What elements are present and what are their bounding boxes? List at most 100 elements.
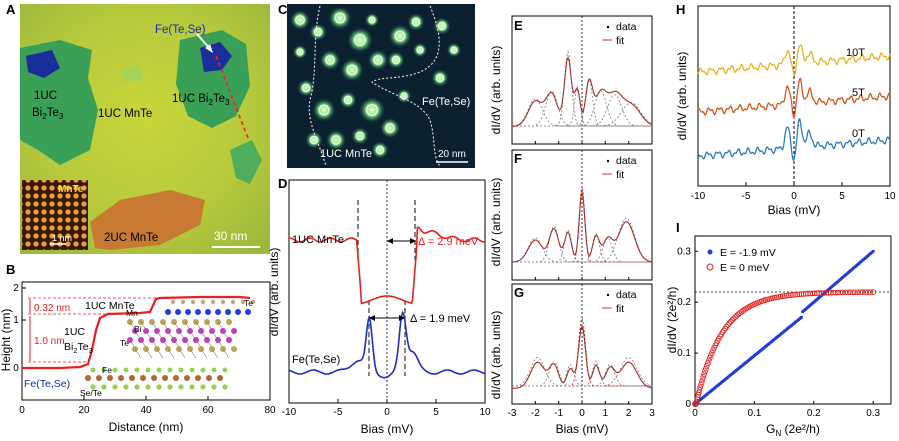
mnte-2uc-label: 2UC MnTe: [104, 232, 158, 244]
atom-te: [220, 299, 226, 305]
x-tick-label-h: 5: [839, 191, 845, 202]
vortex-spot: [309, 23, 327, 41]
vortex-ring: [343, 95, 353, 105]
atom-label-te-mid: Te: [120, 338, 129, 348]
atom-se-te: [211, 384, 217, 390]
atom-fe: [173, 375, 179, 381]
x-tick-label-d: 5: [433, 407, 439, 418]
y-tick-label-i: 0.1: [677, 348, 691, 359]
vortex-spot: [325, 129, 347, 151]
step-label-mid: 1.0 nm: [34, 336, 65, 347]
point-red: [702, 368, 708, 375]
atom-se-te: [167, 367, 173, 373]
atom-bi2te3: [226, 337, 232, 343]
x-tick-label-i: 0.2: [807, 408, 821, 419]
panels-efg: E F G data fit data fit -3 -2 -1 0 1 2 3 data fit dI…: [489, 15, 655, 436]
vortex-spot: [319, 49, 341, 71]
point-red: [710, 347, 716, 354]
x-axis-label-g: Bias (mV): [556, 422, 609, 436]
point-red: [865, 289, 871, 296]
x-tick-label-efg: 1: [603, 408, 609, 419]
point-red: [707, 352, 714, 359]
fe-te-se-label-b: Fe(Te,Se): [24, 378, 70, 390]
panel-i: I 0 0.1 0.2 0.3 0 0.1 0.2 0.3 E = -1.9 mV E = 0…: [665, 220, 892, 438]
point-red: [696, 389, 702, 396]
x-tick-label-h: 0: [791, 191, 797, 202]
scale-bar-label-a: 30 nm: [214, 229, 247, 243]
point-red: [798, 291, 805, 297]
vortex-ring: [437, 21, 447, 31]
atom-label-bi: Bi: [134, 324, 142, 334]
x-tick-label-efg: 3: [649, 408, 655, 419]
y-axis-label-f: dI/dV (arb. units): [489, 178, 503, 267]
atom-se-te: [178, 384, 184, 390]
atomic-inset-image: [22, 180, 88, 250]
point-red: [788, 292, 794, 298]
atom-label-mn: Mn: [126, 308, 138, 318]
point-red: [723, 323, 730, 330]
atom-se-te: [90, 367, 96, 373]
y-tick-label-i: 0.2: [677, 297, 691, 308]
point-red: [859, 289, 866, 296]
atom-se-te: [200, 384, 206, 390]
point-red: [701, 371, 707, 377]
atom-se-te: [189, 384, 195, 390]
fit-component: [512, 217, 653, 263]
y-axis-label-h: dI/dV (arb. units): [675, 52, 689, 141]
bi-label-b: Bi2Te3: [64, 341, 93, 355]
vortex-spot: [446, 42, 462, 58]
atom-fe: [206, 375, 212, 381]
point-red: [696, 387, 703, 393]
atom-fe: [129, 375, 135, 381]
atom-mn: [205, 309, 211, 315]
atom-se-te: [178, 367, 184, 373]
x-tick-label-h: -10: [691, 191, 706, 202]
vortex-ring: [411, 17, 421, 27]
vortex-ring: [375, 145, 385, 155]
atom-se-te: [189, 367, 195, 373]
axis-ticks-d: -10 -5 0 5 10: [282, 399, 491, 418]
vortex-ring: [435, 73, 445, 83]
atom-mn: [215, 309, 221, 315]
atom-fe: [96, 375, 102, 381]
vortex-ring: [385, 123, 395, 133]
gap-label-top: Δ = 2.9 meV: [418, 236, 479, 248]
vortex-ring: [318, 104, 330, 116]
inset-label: MnTe: [58, 184, 84, 195]
point-red: [771, 294, 778, 301]
x-tick-label-d: -5: [334, 407, 343, 418]
y-tick-label-b: 1: [13, 315, 19, 326]
axis-ticks-b: 0 20 40 60 80 0 1 2: [13, 283, 276, 416]
point-red: [870, 289, 876, 295]
panel-d-label: D: [278, 176, 287, 191]
point-red: [704, 360, 711, 367]
axis-ticks-h: -10 -5 0 5 10: [691, 182, 896, 202]
point-red: [796, 291, 803, 298]
vortex-ring: [373, 55, 383, 65]
axis-ticks-i: 0 0.1 0.2 0.3 0 0.1 0.2 0.3: [677, 246, 880, 419]
atom-se-te: [145, 367, 151, 373]
vortex-spot: [351, 127, 369, 145]
panel-b: B 0 20 40 60 80 0 1 2 Height (nm) Distance (nm)…: [0, 262, 276, 434]
atom-te: [250, 299, 256, 305]
point-red: [698, 379, 705, 385]
series-label-10t: 10T: [846, 47, 865, 59]
legend-data-label: data: [616, 155, 637, 167]
x-tick-label-b: 60: [202, 405, 214, 416]
vortex-spot: [292, 44, 308, 60]
x-tick-label-i: 0.1: [747, 408, 761, 419]
fe-te-se-spectrum: [288, 310, 486, 379]
atom-fe: [195, 375, 201, 381]
point-red: [703, 363, 710, 369]
atom-te: [190, 299, 196, 305]
y-axis-label-e: dI/dV (arb. units): [489, 46, 503, 135]
atom-fe: [217, 375, 223, 381]
point-red: [725, 322, 731, 328]
x-axis-label-b: Distance (nm): [109, 420, 184, 434]
fit-curve: [512, 324, 653, 389]
atom-te: [170, 299, 176, 305]
atom-label-fe: Fe: [102, 365, 112, 375]
vortex-ring: [309, 135, 319, 145]
x-tick-label-efg: -3: [508, 408, 517, 419]
